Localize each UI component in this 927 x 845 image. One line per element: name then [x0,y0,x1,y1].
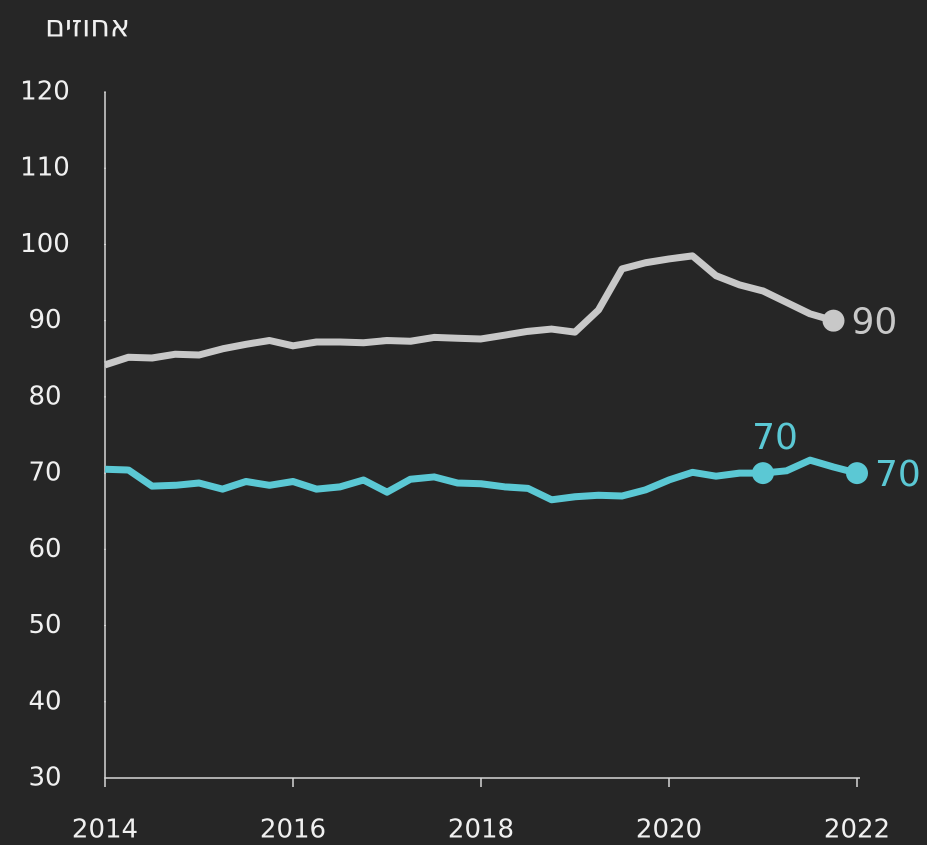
y-tick-label: 70 [28,458,61,488]
y-tick-label: 100 [20,229,70,259]
y-tick-label: 110 [20,153,70,183]
x-tick-label: 2022 [824,815,890,845]
point-marker [822,309,845,332]
y-tick-label: 30 [28,763,61,793]
y-tick-label: 50 [28,610,61,640]
y-axis-label: אחוזים [45,10,130,45]
y-tick-label: 40 [28,686,61,716]
y-tick-label: 120 [20,77,70,107]
point-marker [846,462,868,485]
series-line [103,252,835,369]
x-tick-label: 2020 [636,815,702,845]
y-tick-label: 60 [28,534,61,564]
series-line [104,456,858,504]
x-tick-label: 2014 [72,815,138,845]
y-tick-label: 90 [28,305,61,335]
data-label: 70 [752,417,798,458]
y-tick-label: 80 [28,381,61,411]
x-tick-label: 2016 [260,815,326,845]
point-marker [752,462,774,485]
data-label: 70 [875,454,921,495]
x-tick-label: 2018 [448,815,514,845]
data-label: 90 [852,302,898,343]
